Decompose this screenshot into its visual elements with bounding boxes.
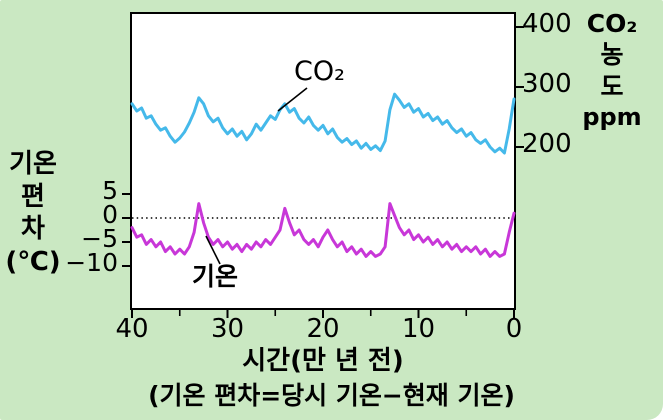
temp-annotation-leader-line [205,235,221,265]
x-axis-title: 시간(만 년 전) [242,346,404,376]
left-axis-title-line: 기온 [9,149,57,179]
right-axis-title-line: CO₂ [586,9,638,38]
x-tick-label: 10 [401,314,436,344]
x-tick-label: 40 [115,314,149,344]
figure-caption: (기온 편차=당시 기온−현재 기온) [148,381,515,410]
left-axis-title-line: 편 [21,181,45,212]
plot-area: CO₂ 기온 [122,12,524,318]
temp-tick-label: 5 [102,176,118,205]
co2-tick-label: 400 [522,9,572,39]
plot-canvas [122,26,524,318]
co2-line-series [130,92,516,155]
temp-tick-label: −5 [81,224,118,253]
temp-series-annotation: 기온 [192,262,239,291]
co2-series-annotation: CO₂ [294,56,345,87]
temp-line-series [130,202,516,258]
co2-tick-label: 300 [522,69,572,99]
x-tick-label: 20 [306,314,340,344]
co2-tick-label: 200 [522,129,572,159]
x-tick-label: 0 [505,314,523,344]
temp-tick-label: 0 [102,200,118,229]
right-axis-title-line: ppm [582,102,642,131]
right-axis-title: CO₂ 농 도 ppm [576,8,648,132]
right-axis-title-line: 농 [600,40,624,70]
left-axis-title: 기온 편 차 (℃) [4,148,62,278]
temp-tick-label: −10 [65,248,118,277]
co2-annotation-leader-line [277,87,308,112]
x-tick-label: 30 [210,314,245,344]
left-axis-title-line: (℃) [5,246,61,277]
left-axis-title-line: 차 [21,214,45,244]
right-axis-title-line: 도 [600,71,624,101]
